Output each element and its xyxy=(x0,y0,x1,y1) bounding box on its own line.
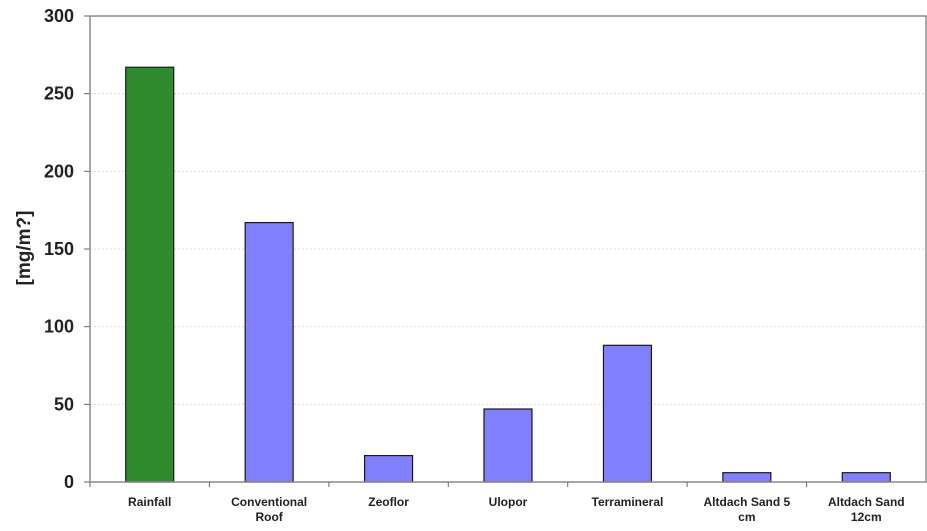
bar xyxy=(841,472,891,483)
plot-area-frame xyxy=(89,15,927,483)
bars xyxy=(125,66,891,483)
axes xyxy=(84,15,927,487)
y-tick-label: 200 xyxy=(44,161,74,181)
bar xyxy=(722,472,772,483)
x-tick-label: Terramineral xyxy=(592,495,664,509)
x-tick-label: cm xyxy=(738,510,755,524)
bar xyxy=(483,408,533,483)
gridlines xyxy=(90,93,926,405)
bar xyxy=(244,221,294,483)
y-tick-label: 50 xyxy=(54,394,74,414)
bar xyxy=(125,66,175,483)
x-tick-label: Ulopor xyxy=(489,495,528,509)
y-tick-label: 0 xyxy=(64,472,74,492)
y-tick-label: 300 xyxy=(44,6,74,26)
y-axis-label: [mg/m?] xyxy=(14,211,35,286)
x-tick-label: Zeoflor xyxy=(368,495,409,509)
y-tick-label: 150 xyxy=(44,239,74,259)
bar xyxy=(602,344,653,483)
x-tick-label: Rainfall xyxy=(128,495,171,509)
y-tick-labels: 0 50 100 150 200 250 300 xyxy=(44,6,74,492)
x-tick-label: Altdach Sand xyxy=(828,495,905,509)
y-tick-label: 100 xyxy=(44,317,74,337)
bar xyxy=(363,454,414,483)
x-tick-label: Altdach Sand 5 xyxy=(704,495,791,509)
x-tick-label: 12cm xyxy=(851,510,882,524)
x-tick-label: Roof xyxy=(255,510,283,524)
x-tick-label: Conventional xyxy=(231,495,307,509)
y-tick-label: 250 xyxy=(44,84,74,104)
